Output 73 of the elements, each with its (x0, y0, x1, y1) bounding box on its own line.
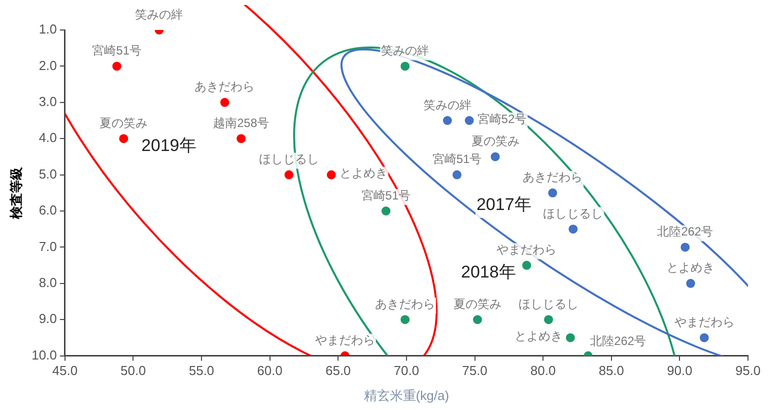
point (680, 242, 690, 252)
x-tick-label: 50.0 (120, 363, 146, 378)
annotation: 北陸262号 (590, 334, 646, 348)
annotation: 笑みの絆 (135, 7, 184, 22)
x-tick-label: 95.0 (735, 363, 761, 378)
annotation: 宮崎52号 (477, 112, 527, 126)
annotation: あきだわら (522, 170, 583, 184)
point (400, 62, 410, 71)
x-tick-label: 65.0 (325, 363, 351, 378)
y-tick-label: 4.0 (38, 130, 57, 146)
annotation: ほしじるし (258, 152, 319, 166)
point (220, 98, 230, 107)
point (112, 62, 122, 71)
point (236, 134, 246, 144)
x-tick-label: 45.0 (52, 363, 78, 378)
point (400, 315, 410, 324)
x-tick-label: 60.0 (257, 363, 282, 378)
x-tick-label: 75.0 (462, 363, 488, 378)
annotation: 宮崎51号 (432, 152, 482, 166)
annotation: やまだわら (496, 242, 557, 257)
point (464, 116, 474, 125)
annotation: あきだわら (375, 296, 436, 311)
y-tick-label: 2.0 (38, 58, 57, 73)
annotation: 笑みの絆 (423, 98, 472, 112)
y-tick-label: 7.0 (38, 238, 57, 254)
y-tick-label: 10.0 (32, 347, 57, 362)
y-tick-label: 9.0 (38, 311, 57, 326)
y-tick-label: 5.0 (38, 166, 57, 182)
point (700, 333, 709, 342)
annotation: 越南258号 (213, 116, 270, 130)
x-tick-label: 55.0 (188, 363, 214, 378)
annotation: ほしじるし (518, 296, 579, 311)
y-tick-label: 8.0 (38, 274, 57, 290)
annotation: とよめき (339, 166, 388, 180)
point (472, 315, 482, 324)
series-label: 2019年 (141, 136, 196, 155)
point (381, 206, 390, 216)
annotation: 宮崎51号 (361, 188, 411, 202)
point (568, 224, 578, 234)
annotation: ほしじるし (543, 206, 604, 220)
annotation: 笑みの絆 (381, 44, 430, 58)
annotation: 宮崎51号 (92, 44, 142, 58)
y-tick-label: 6.0 (38, 202, 57, 218)
y-axis-title: 検査等級 (8, 166, 24, 220)
y-tick-label: 3.0 (38, 94, 57, 109)
annotation: やまだわら (314, 333, 375, 348)
point (686, 278, 696, 288)
x-axis-title: 精玄米重(kg/a) (364, 388, 450, 403)
series-label: 2018年 (461, 262, 516, 282)
annotation: 北陸262号 (657, 224, 714, 239)
point (522, 260, 532, 270)
point (544, 315, 554, 324)
point (548, 188, 558, 198)
annotation: とよめき (666, 260, 715, 275)
annotation: 夏の笑み (471, 134, 520, 148)
y-tick-label: 1.0 (38, 22, 57, 37)
series-label: 2017年 (476, 195, 532, 214)
annotation: あきだわら (194, 80, 255, 94)
point (442, 116, 452, 125)
point (566, 333, 575, 342)
point (452, 170, 462, 180)
x-tick-label: 85.0 (598, 363, 624, 378)
point (490, 152, 500, 162)
point (284, 170, 294, 180)
annotation: とよめき (514, 329, 562, 344)
point (326, 170, 336, 180)
annotation: やまだわら (674, 315, 734, 330)
point (119, 134, 128, 144)
x-tick-label: 70.0 (394, 363, 420, 378)
x-tick-label: 90.0 (667, 363, 692, 378)
x-tick-label: 80.0 (530, 363, 556, 378)
annotation: 夏の笑み (453, 296, 502, 311)
annotation: 夏の笑み (100, 116, 148, 130)
